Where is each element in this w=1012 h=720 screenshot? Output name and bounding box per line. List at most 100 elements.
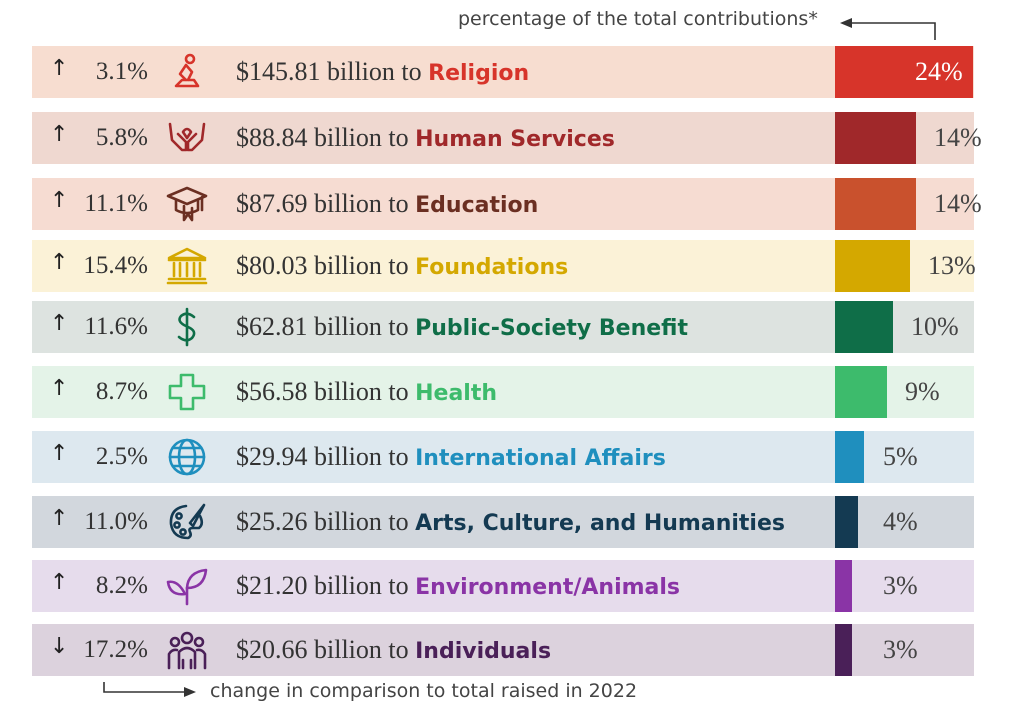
arrow-up-icon: ↑ xyxy=(50,311,69,336)
amount-label: $21.20 billion to Environment/Animals xyxy=(236,571,680,601)
row-background xyxy=(32,560,974,612)
amount-value: $20.66 billion to xyxy=(236,635,416,664)
percent-label: 3% xyxy=(883,635,918,664)
change-percent: 11.0% xyxy=(84,508,148,535)
arrow-up-icon: ↑ xyxy=(50,56,69,81)
arrow-up-icon: ↑ xyxy=(50,376,69,401)
amount-label: $80.03 billion to Foundations xyxy=(236,251,568,281)
percent-bar xyxy=(835,112,916,164)
percent-bar xyxy=(835,624,852,676)
arrow-up-icon: ↑ xyxy=(50,441,69,466)
arrow-up-icon: ↑ xyxy=(50,250,69,275)
people-group-icon xyxy=(166,630,208,670)
category-name: Arts, Culture, and Humanities xyxy=(415,511,785,536)
percent-label: 9% xyxy=(905,377,940,406)
category-name: Human Services xyxy=(415,127,615,152)
percent-bar xyxy=(835,301,893,353)
amount-value: $62.81 billion to xyxy=(236,312,416,341)
amount-label: $145.81 billion to Religion xyxy=(236,57,529,87)
amount-label: $87.69 billion to Education xyxy=(236,189,538,219)
percent-bar xyxy=(835,560,852,612)
amount-value: $87.69 billion to xyxy=(236,189,416,218)
percent-bar xyxy=(835,496,858,548)
change-percent: 17.2% xyxy=(83,636,148,663)
bottom-note-arrowhead xyxy=(184,687,196,697)
dollar-sign-icon xyxy=(166,307,208,347)
helping-hands-icon xyxy=(166,118,208,158)
change-percent: 5.8% xyxy=(95,124,148,151)
category-row-2: ↑ 5.8% $88.84 billion to Human Services 14% xyxy=(32,112,982,164)
amount-label: $25.26 billion to Arts, Culture, and Hum… xyxy=(236,507,785,537)
amount-value: $21.20 billion to xyxy=(236,571,416,600)
category-row-4: ↑ 15.4% $80.03 billion to Foundations 13% xyxy=(32,240,976,292)
change-percent: 11.6% xyxy=(84,313,148,340)
change-percent: 3.1% xyxy=(95,58,148,85)
arrow-up-icon: ↑ xyxy=(50,122,69,147)
percent-bar xyxy=(835,366,887,418)
row-background xyxy=(32,112,974,164)
arrow-up-icon: ↑ xyxy=(50,570,69,595)
amount-label: $29.94 billion to International Affairs xyxy=(236,442,666,472)
percent-label: 13% xyxy=(928,251,976,280)
row-background xyxy=(32,496,974,548)
amount-value: $145.81 billion to xyxy=(236,57,429,86)
category-row-10: ↓ 17.2% $20.66 billion to Individuals 3% xyxy=(32,624,974,676)
amount-value: $88.84 billion to xyxy=(236,123,416,152)
arrow-up-icon: ↑ xyxy=(50,188,69,213)
percent-label: 3% xyxy=(883,571,918,600)
graduation-cap-icon xyxy=(166,184,208,224)
category-name: Education xyxy=(415,193,539,218)
percent-bar xyxy=(835,46,973,98)
category-name: Public-Society Benefit xyxy=(415,316,688,341)
change-percent: 8.7% xyxy=(95,378,148,405)
institution-building-icon xyxy=(166,246,208,286)
amount-label: $20.66 billion to Individuals xyxy=(236,635,551,665)
percent-bar xyxy=(835,431,864,483)
change-percent: 2.5% xyxy=(95,443,148,470)
category-row-8: ↑ 11.0% $25.26 billion to Arts, Culture, a… xyxy=(32,496,974,548)
change-note: change in comparison to total raised in … xyxy=(210,680,638,702)
percent-label: 4% xyxy=(883,507,918,536)
leaf-sprout-icon xyxy=(166,566,208,606)
bottom-note-arrow xyxy=(103,682,186,693)
medical-cross-icon xyxy=(166,372,208,412)
praying-person-icon xyxy=(166,52,208,92)
amount-label: $56.58 billion to Health xyxy=(236,377,497,407)
paint-palette-icon xyxy=(166,502,208,542)
change-percent: 8.2% xyxy=(95,572,148,599)
change-percent: 15.4% xyxy=(83,252,148,279)
category-name: International Affairs xyxy=(415,446,666,471)
category-name: Health xyxy=(415,381,498,406)
amount-label: $62.81 billion to Public-Society Benefit xyxy=(236,312,688,342)
arrow-up-icon: ↑ xyxy=(50,506,69,531)
percent-bar xyxy=(835,240,910,292)
category-row-9: ↑ 8.2% $21.20 billion to Environment/Anima… xyxy=(32,560,974,612)
amount-value: $25.26 billion to xyxy=(236,507,416,536)
amount-value: $80.03 billion to xyxy=(236,251,416,280)
percent-label: 14% xyxy=(934,189,982,218)
category-name: Religion xyxy=(428,61,530,86)
percent-label: 14% xyxy=(934,123,982,152)
percent-label: 24% xyxy=(915,57,963,86)
category-name: Foundations xyxy=(415,255,569,280)
category-name: Environment/Animals xyxy=(415,575,681,600)
change-percent: 11.1% xyxy=(84,190,148,217)
category-row-6: ↑ 8.7% $56.58 billion to Health 9% xyxy=(32,366,974,418)
percentage-note: percentage of the total contributions* xyxy=(458,8,818,30)
amount-label: $88.84 billion to Human Services xyxy=(236,123,615,153)
category-row-5: ↑ 11.6% $62.81 billion to Public-Society B… xyxy=(32,301,974,353)
percent-bar xyxy=(835,178,916,230)
category-row-7: ↑ 2.5% $29.94 billion to International Aff… xyxy=(32,431,974,483)
top-note-arrow xyxy=(848,22,936,40)
globe-icon xyxy=(166,437,208,477)
arrow-down-icon: ↓ xyxy=(50,634,69,659)
category-row-3: ↑ 11.1% $87.69 billion to Education 14% xyxy=(32,178,982,230)
category-row-1: ↑ 3.1% $145.81 billion to Religion 24% xyxy=(32,46,974,98)
percent-label: 10% xyxy=(911,312,959,341)
category-name: Individuals xyxy=(415,639,552,664)
percent-label: 5% xyxy=(883,442,918,471)
amount-value: $56.58 billion to xyxy=(236,377,416,406)
top-note-arrowhead xyxy=(840,18,852,28)
